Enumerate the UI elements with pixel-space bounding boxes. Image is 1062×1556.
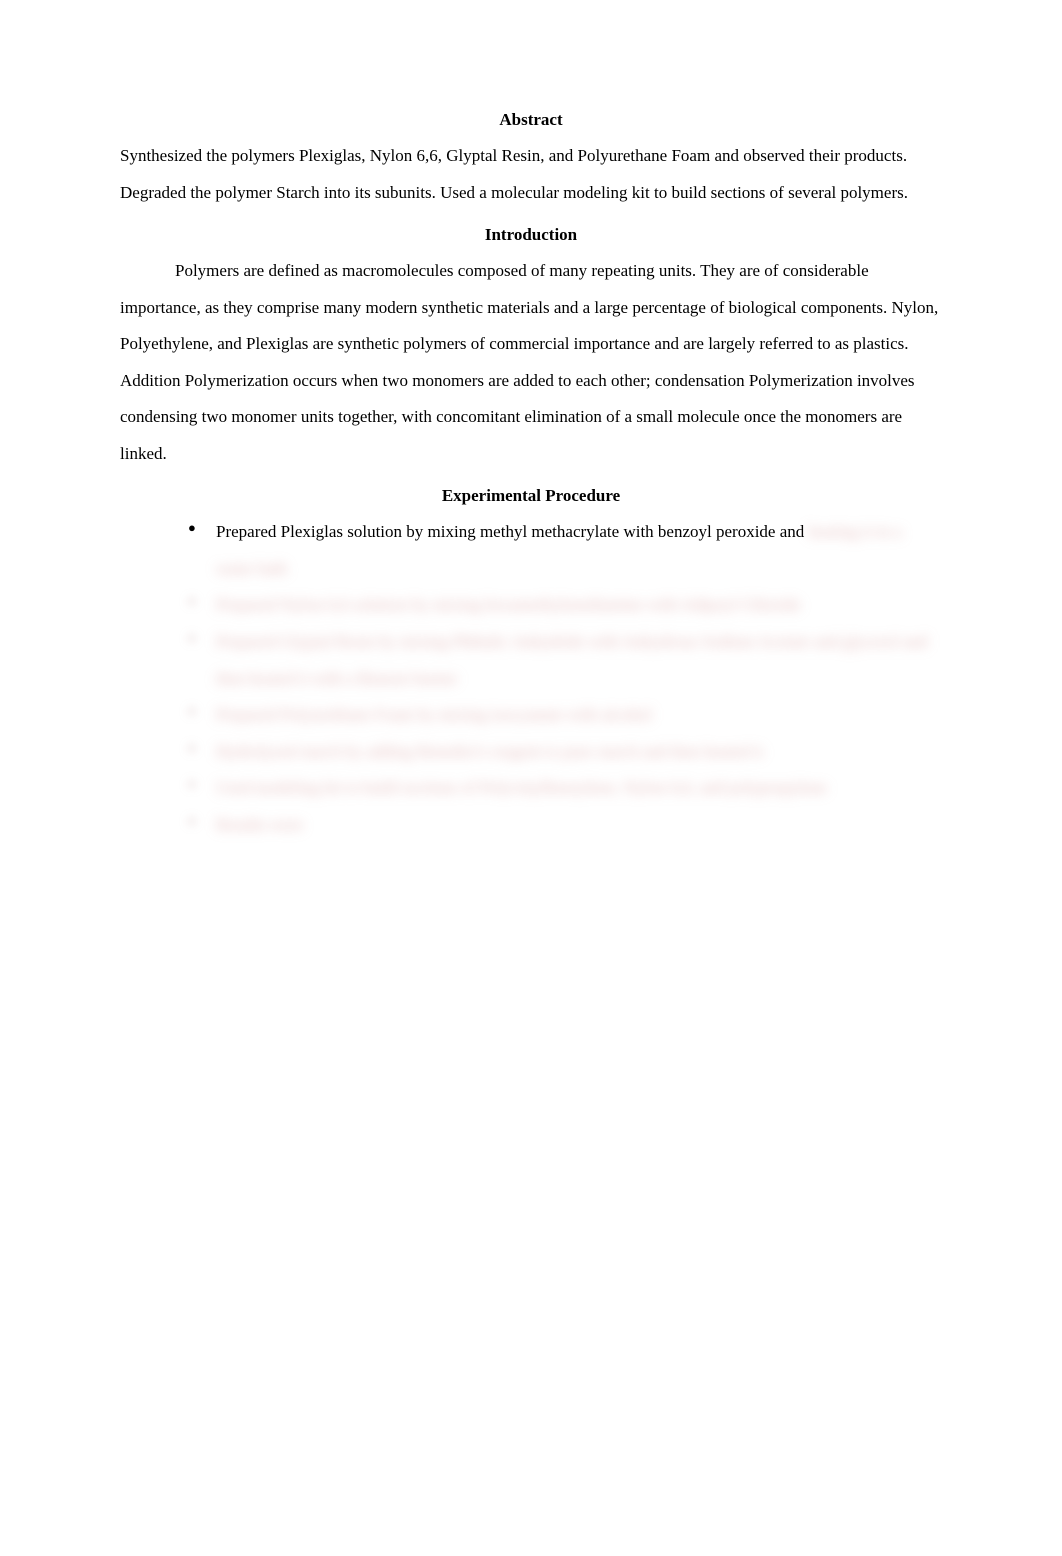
procedure-bullet-item: Prepared Glyptal Resin by mixing Phthali… <box>188 624 942 697</box>
bullet-blurred-text: Prepared Nylon 6,6 solution by mixing he… <box>216 595 801 614</box>
bullet-blurred-text: Hydrolyzed starch by adding Benedict's r… <box>216 742 763 761</box>
bullet-blurred-text: Used modeling kit to build sections of P… <box>216 778 827 797</box>
bullet-visible-text: Prepared Plexiglas solution by mixing me… <box>216 522 804 541</box>
introduction-heading: Introduction <box>120 225 942 245</box>
procedure-bullet-item: Prepared Nylon 6,6 solution by mixing he… <box>188 587 942 624</box>
procedure-bullet-list: Prepared Plexiglas solution by mixing me… <box>120 514 942 843</box>
procedure-heading: Experimental Procedure <box>120 486 942 506</box>
procedure-bullet-item: Prepared Polyurethane Foam by mixing iso… <box>188 697 942 734</box>
procedure-bullet-item: Prepared Plexiglas solution by mixing me… <box>188 514 942 587</box>
bullet-blurred-text: Prepared Glyptal Resin by mixing Phthali… <box>216 632 928 688</box>
bullet-blurred-text: Prepared Polyurethane Foam by mixing iso… <box>216 705 652 724</box>
abstract-heading: Abstract <box>120 110 942 130</box>
procedure-bullet-item: Results were <box>188 807 942 844</box>
bullet-blurred-text: Results were <box>216 815 303 834</box>
procedure-bullet-item: Hydrolyzed starch by adding Benedict's r… <box>188 734 942 771</box>
introduction-body: Polymers are defined as macromolecules c… <box>120 253 942 472</box>
abstract-body: Synthesized the polymers Plexiglas, Nylo… <box>120 138 942 211</box>
procedure-bullet-item: Used modeling kit to build sections of P… <box>188 770 942 807</box>
